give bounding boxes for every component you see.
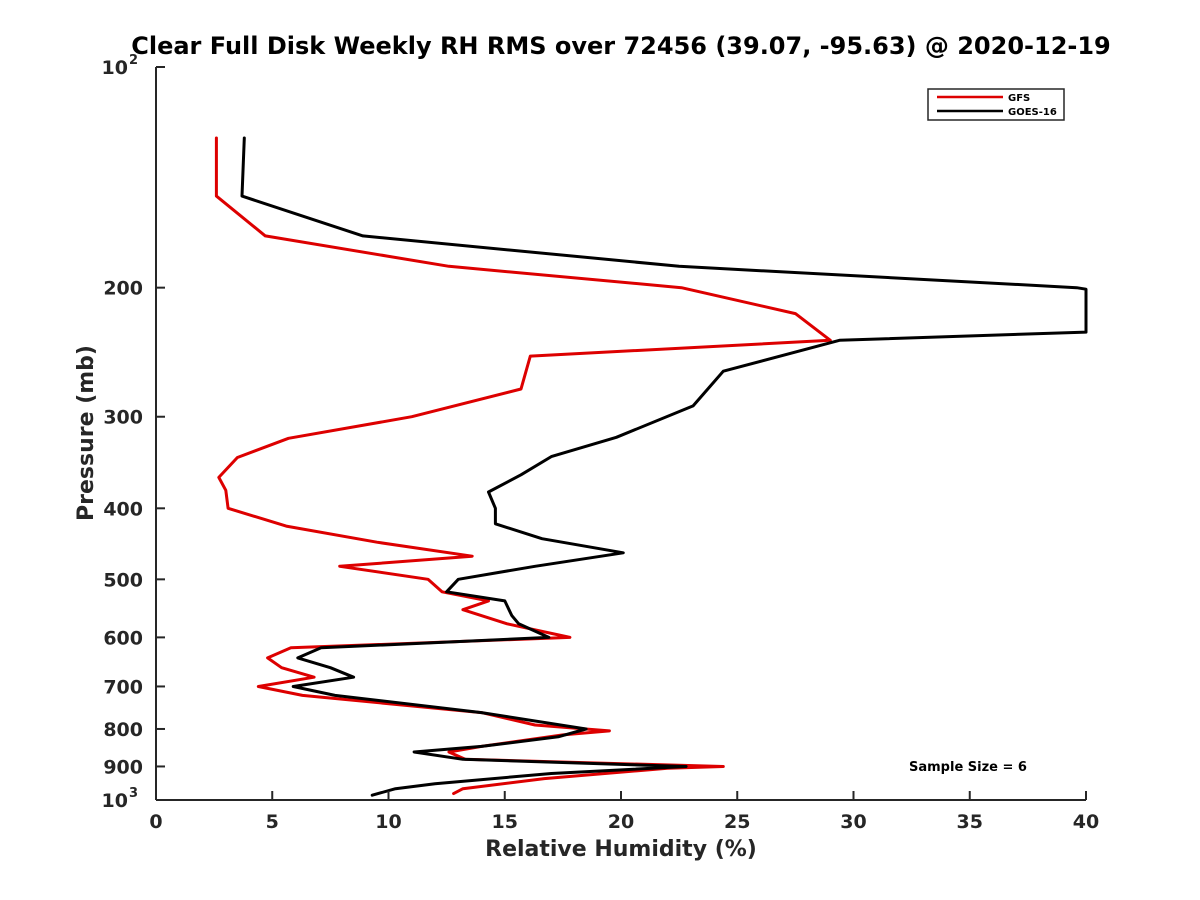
legend-label-goes-16: GOES-16 bbox=[1008, 107, 1057, 118]
sample-size-annotation: Sample Size = 6 bbox=[909, 760, 1027, 775]
x-tick-label: 10 bbox=[375, 811, 401, 833]
x-tick-label: 35 bbox=[957, 811, 983, 833]
y-tick-exponent: 3 bbox=[129, 786, 138, 801]
x-tick-label: 15 bbox=[492, 811, 518, 833]
y-axis-label: Pressure (mb) bbox=[74, 345, 99, 521]
y-tick-label: 800 bbox=[103, 719, 143, 741]
y-tick-label: 200 bbox=[103, 278, 143, 300]
x-tick-label: 40 bbox=[1073, 811, 1099, 833]
series-layer bbox=[214, 136, 1088, 797]
y-tick-label: 900 bbox=[103, 756, 143, 778]
series-line-gfs bbox=[214, 136, 832, 796]
y-tick-label: 10 bbox=[102, 57, 128, 79]
legend-box bbox=[927, 88, 1065, 121]
legend-label-gfs: GFS bbox=[1008, 93, 1030, 104]
y-tick-label: 500 bbox=[103, 569, 143, 591]
y-tick-label: 300 bbox=[103, 407, 143, 429]
y-tick-exponent: 2 bbox=[129, 53, 138, 68]
series-line-goes-16 bbox=[240, 136, 1088, 797]
y-tick-label: 600 bbox=[103, 627, 143, 649]
plot-area bbox=[155, 67, 1086, 801]
chart-title: Clear Full Disk Weekly RH RMS over 72456… bbox=[131, 32, 1111, 60]
x-tick-label: 30 bbox=[840, 811, 866, 833]
x-tick-label: 0 bbox=[149, 811, 162, 833]
x-axis-label: Relative Humidity (%) bbox=[485, 837, 757, 862]
legend: GFS GOES-16 bbox=[927, 88, 1065, 121]
x-ticks: 0 5 10 15 20 25 30 35 40 bbox=[149, 791, 1099, 833]
y-tick-label: 400 bbox=[103, 498, 143, 520]
y-tick-label: 10 bbox=[102, 790, 128, 812]
x-tick-label: 25 bbox=[724, 811, 750, 833]
x-tick-label: 20 bbox=[608, 811, 634, 833]
x-tick-label: 5 bbox=[266, 811, 279, 833]
y-tick-label: 700 bbox=[103, 676, 143, 698]
